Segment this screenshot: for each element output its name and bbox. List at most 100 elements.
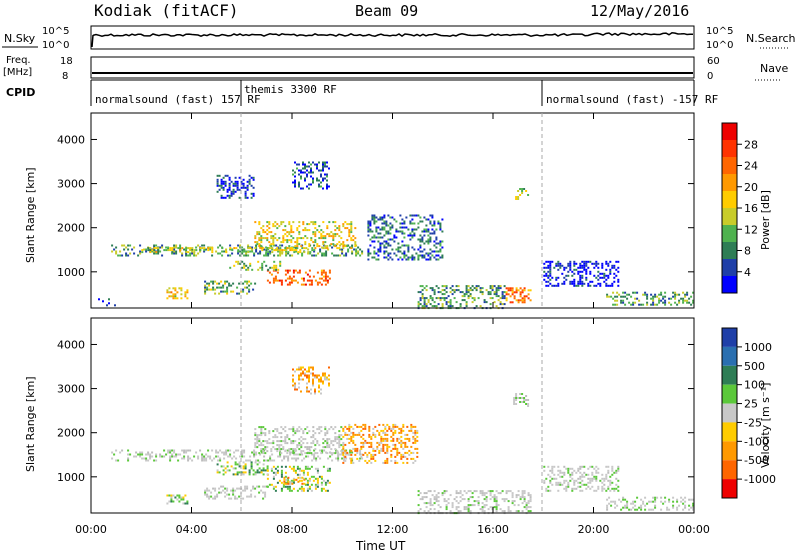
heatmap-cell	[242, 184, 245, 187]
heatmap-cell	[155, 251, 158, 254]
heatmap-cell	[254, 487, 257, 490]
velocity-x-ticks: 00:00 04:00 08:00 12:00 16:00 20:00 00:00	[75, 318, 710, 536]
heatmap-cell	[359, 457, 362, 460]
heatmap-cell	[469, 510, 472, 513]
heatmap-cell	[692, 502, 695, 505]
heatmap-cell	[511, 287, 514, 290]
heatmap-cell	[228, 493, 231, 496]
heatmap-cell	[371, 214, 374, 217]
heatmap-cell	[449, 301, 452, 304]
heatmap-cell	[251, 246, 254, 249]
heatmap-cell	[342, 243, 345, 246]
heatmap-cell	[459, 291, 462, 294]
heatmap-cell	[632, 301, 635, 304]
heatmap-cell	[423, 510, 426, 513]
heatmap-cell	[595, 264, 598, 267]
heatmap-cell	[304, 438, 307, 441]
heatmap-cell	[209, 457, 212, 460]
heatmap-cell	[309, 449, 312, 452]
heatmap-cell	[378, 431, 381, 434]
heatmap-cell	[220, 194, 223, 197]
heatmap-cell	[603, 272, 606, 275]
heatmap-cell	[115, 252, 118, 255]
heatmap-cell	[298, 426, 301, 429]
heatmap-cell	[326, 179, 328, 182]
heatmap-cell	[404, 433, 407, 436]
heatmap-cell	[389, 238, 392, 241]
heatmap-cell	[290, 440, 293, 443]
heatmap-cell	[296, 239, 299, 242]
heatmap-cell	[475, 490, 478, 493]
heatmap-cell	[350, 239, 353, 242]
heatmap-cell	[211, 254, 214, 257]
heatmap-cell	[276, 481, 279, 484]
heatmap-cell	[331, 453, 334, 456]
heatmap-cell	[465, 303, 468, 306]
nsearch-label: N.Search	[746, 32, 796, 45]
heatmap-cell	[245, 252, 248, 255]
heatmap-cell	[617, 284, 620, 287]
heatmap-cell	[463, 508, 466, 511]
heatmap-cell	[169, 449, 172, 452]
heatmap-cell	[228, 196, 231, 199]
heatmap-cell	[563, 481, 566, 484]
heatmap-cell	[265, 254, 268, 257]
heatmap-cell	[232, 491, 235, 494]
heatmap-cell	[626, 293, 629, 296]
heatmap-cell	[368, 433, 371, 436]
heatmap-cell	[372, 449, 375, 452]
heatmap-cell	[615, 260, 618, 263]
heatmap-cell	[412, 461, 415, 464]
heatmap-cell	[359, 453, 362, 456]
heatmap-cell	[316, 243, 319, 246]
nsky-trace	[91, 32, 694, 48]
heatmap-cell	[369, 252, 372, 255]
heatmap-cell	[276, 227, 279, 230]
heatmap-cell	[231, 249, 234, 252]
heatmap-cell	[336, 227, 339, 230]
heatmap-cell	[216, 174, 219, 177]
heatmap-cell	[435, 258, 438, 261]
heatmap-cell	[410, 427, 413, 430]
heatmap-cell	[425, 496, 428, 499]
heatmap-cell	[415, 214, 418, 217]
heatmap-cell	[185, 248, 188, 251]
heatmap-cell	[503, 285, 506, 288]
heatmap-cell	[519, 498, 522, 501]
heatmap-cell	[267, 268, 270, 271]
heatmap-cell	[389, 256, 392, 259]
heatmap-cell	[313, 453, 316, 456]
heatmap-cell	[252, 186, 255, 189]
heatmap-cell	[270, 442, 273, 445]
heatmap-cell	[294, 245, 297, 248]
heatmap-cell	[129, 252, 132, 255]
heatmap-cell	[232, 290, 235, 293]
heatmap-cell	[429, 256, 432, 259]
heatmap-cell	[298, 444, 301, 447]
heatmap-cell	[297, 252, 300, 255]
heatmap-cell	[523, 500, 526, 503]
heatmap-cell	[375, 216, 378, 219]
heatmap-cell	[269, 457, 272, 460]
heatmap-cell	[676, 303, 679, 306]
heatmap-cell	[611, 266, 614, 269]
heatmap-cell	[288, 233, 291, 236]
heatmap-cell	[381, 226, 384, 229]
heatmap-cell	[153, 250, 156, 253]
heatmap-cell	[617, 467, 620, 470]
heatmap-cell	[591, 280, 594, 283]
heatmap-cell	[199, 247, 202, 250]
heatmap-cell	[320, 273, 323, 276]
heatmap-cell	[662, 295, 665, 298]
heatmap-cell	[286, 277, 289, 280]
heatmap-cell	[658, 293, 661, 296]
heatmap-cell	[390, 439, 393, 442]
heatmap-cell	[296, 243, 299, 246]
heatmap-cell	[455, 301, 458, 304]
heatmap-cell	[668, 498, 671, 501]
heatmap-cell	[577, 485, 580, 488]
heatmap-cell	[577, 266, 580, 269]
heatmap-cell	[427, 254, 430, 257]
heatmap-cell	[361, 252, 364, 255]
heatmap-cell	[244, 489, 247, 492]
